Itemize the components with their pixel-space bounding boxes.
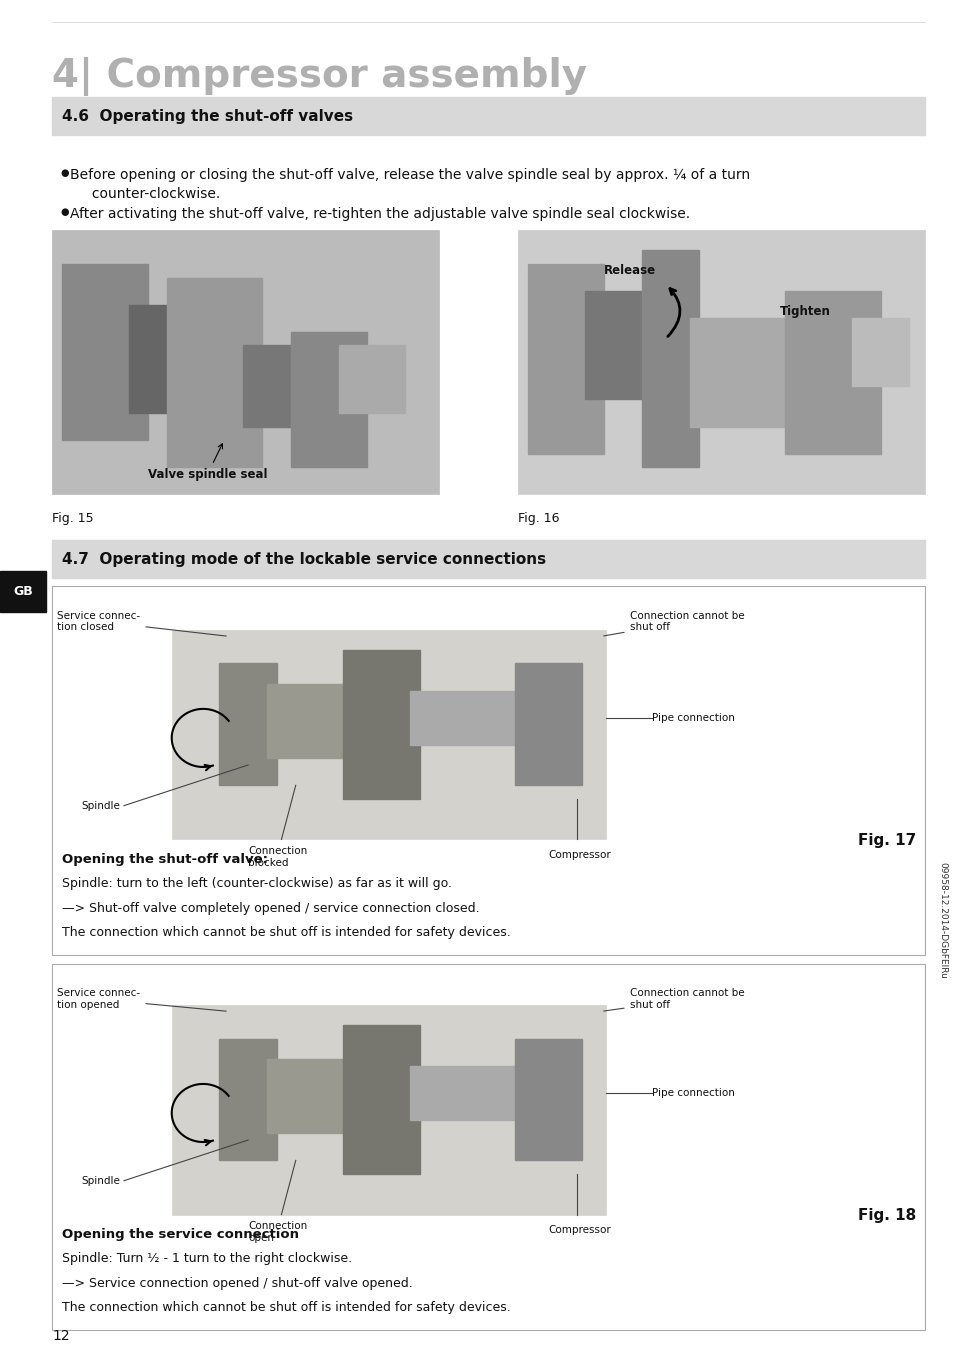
Bar [52,586,924,955]
Text: 09958-12.2014-DGbFElRu: 09958-12.2014-DGbFElRu [937,862,946,979]
Text: Fig. 15: Fig. 15 [52,512,94,525]
Text: Opening the service connection: Opening the service connection [62,1228,298,1242]
Bar [689,318,803,427]
Text: Connection cannot be
shut off: Connection cannot be shut off [603,988,743,1011]
Bar [343,1025,419,1174]
Text: Spindle: Spindle [81,1175,120,1186]
Text: Spindle: Spindle [81,800,120,811]
Bar [851,318,908,386]
Bar [62,264,148,440]
Bar [172,1005,605,1215]
Bar [527,264,603,454]
Text: Fig. 18: Fig. 18 [857,1208,915,1223]
Text: 4.7  Operating mode of the lockable service connections: 4.7 Operating mode of the lockable servi… [62,551,545,567]
Bar [584,291,651,399]
Bar [129,305,186,413]
Bar [267,684,362,758]
Text: Tighten: Tighten [780,305,830,318]
Bar [517,230,924,494]
Text: Connection
blocked: Connection blocked [248,846,307,868]
Bar [219,1039,276,1160]
Bar [243,345,319,427]
Text: Spindle: turn to the left (counter-clockwise) as far as it will go.: Spindle: turn to the left (counter-clock… [62,877,452,891]
Text: —> Service connection opened / shut-off valve opened.: —> Service connection opened / shut-off … [62,1277,413,1290]
Text: Service connec-
tion opened: Service connec- tion opened [57,988,226,1011]
Text: 4| Compressor assembly: 4| Compressor assembly [52,57,587,96]
Text: Pipe connection: Pipe connection [651,712,734,723]
Bar [410,691,543,745]
Bar [291,332,367,467]
Bar [784,291,880,454]
Bar [52,230,438,494]
Text: Connection cannot be
shut off: Connection cannot be shut off [603,611,743,636]
Bar [167,278,262,467]
Text: GB: GB [13,585,32,598]
Bar [515,1039,581,1160]
Text: Compressor: Compressor [548,1225,611,1235]
Text: Before opening or closing the shut-off valve, release the valve spindle seal by : Before opening or closing the shut-off v… [70,168,749,202]
Text: Valve spindle seal: Valve spindle seal [148,444,267,481]
Text: Release: Release [603,264,656,278]
Text: Fig. 16: Fig. 16 [517,512,559,525]
Bar [267,1059,362,1133]
Text: Fig. 17: Fig. 17 [857,833,915,848]
Text: ●: ● [60,168,69,177]
Bar [52,97,924,135]
Text: Compressor: Compressor [548,850,611,860]
Bar [641,250,699,467]
Bar [343,650,419,799]
Bar [219,663,276,785]
Text: Spindle: Turn ½ - 1 turn to the right clockwise.: Spindle: Turn ½ - 1 turn to the right cl… [62,1252,352,1266]
Bar [52,964,924,1330]
Text: ●: ● [60,207,69,217]
Text: The connection which cannot be shut off is intended for safety devices.: The connection which cannot be shut off … [62,1301,510,1315]
Text: The connection which cannot be shut off is intended for safety devices.: The connection which cannot be shut off … [62,926,510,940]
Bar [0,571,46,612]
Text: 4.6  Operating the shut-off valves: 4.6 Operating the shut-off valves [62,108,353,125]
Bar [172,630,605,839]
Text: 12: 12 [52,1330,70,1343]
Text: Connection
open: Connection open [248,1221,307,1243]
Text: Service connec-
tion closed: Service connec- tion closed [57,611,226,636]
Bar [410,1066,543,1120]
Bar [338,345,405,413]
Bar [52,540,924,578]
Text: Pipe connection: Pipe connection [651,1087,734,1098]
Text: After activating the shut-off valve, re-tighten the adjustable valve spindle sea: After activating the shut-off valve, re-… [70,207,689,221]
Bar [515,663,581,785]
Text: Opening the shut-off valve:: Opening the shut-off valve: [62,853,268,867]
Text: —> Shut-off valve completely opened / service connection closed.: —> Shut-off valve completely opened / se… [62,902,479,915]
